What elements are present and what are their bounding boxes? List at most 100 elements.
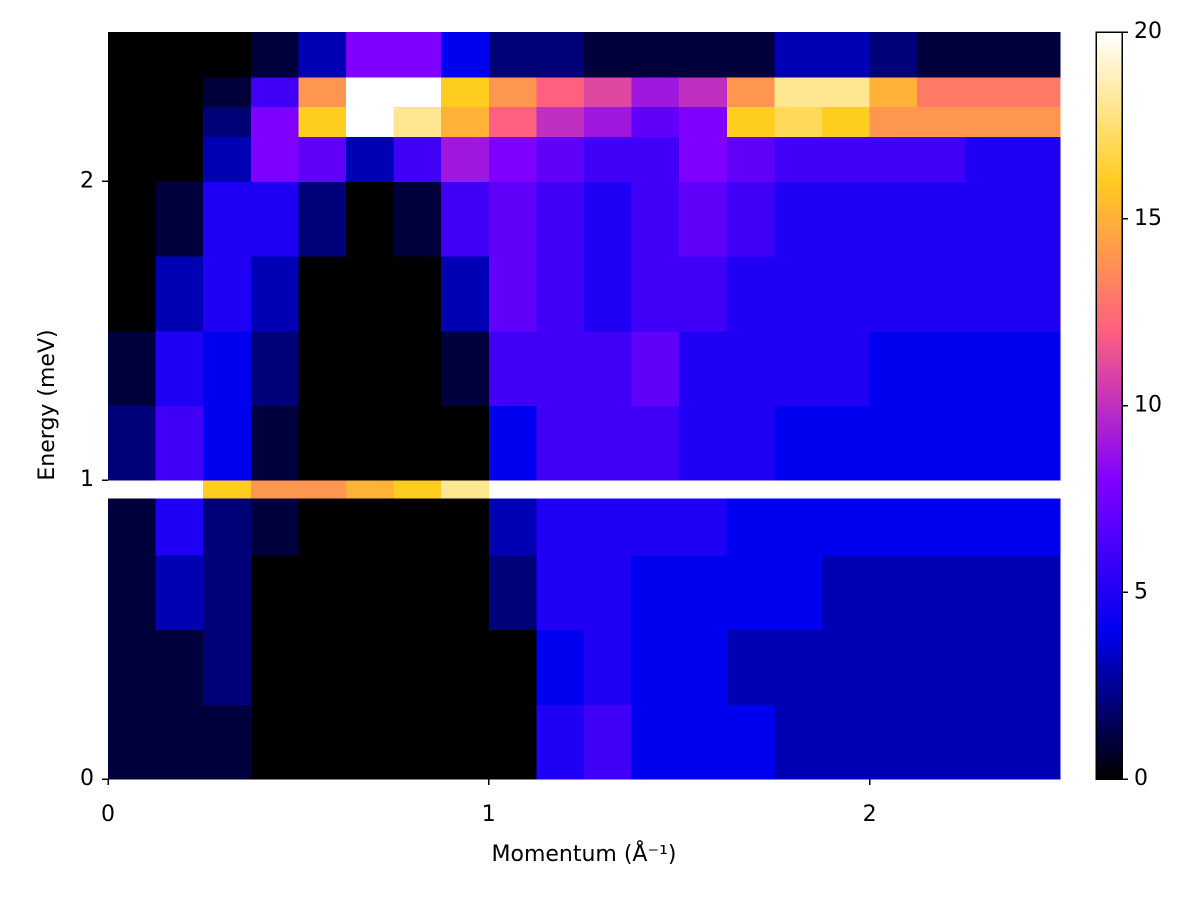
heatmap-cell (393, 256, 442, 332)
heatmap-cell (108, 136, 157, 182)
heatmap-cell (726, 106, 775, 138)
heatmap-cell (488, 704, 537, 780)
y-tick-label: 1 (80, 467, 94, 492)
heatmap-cell (869, 330, 918, 406)
heatmap-cell (488, 405, 537, 481)
heatmap-cell (298, 256, 347, 332)
heatmap-cell (869, 76, 918, 108)
heatmap-cell (203, 704, 252, 780)
heatmap-cell (536, 629, 585, 705)
heatmap-cell (679, 136, 728, 182)
heatmap-cell (298, 32, 347, 78)
heatmap-cell (822, 704, 871, 780)
heatmap-cell (536, 405, 585, 481)
heatmap-cell (869, 629, 918, 705)
heatmap-cell (822, 405, 871, 481)
heatmap-cell (584, 480, 633, 499)
heatmap-cell (584, 405, 633, 481)
heatmap-cell (869, 498, 918, 556)
heatmap-cell (1012, 32, 1061, 78)
heatmap-cell (822, 629, 871, 705)
heatmap-cell (155, 480, 204, 499)
heatmap-cell (774, 405, 823, 481)
heatmap-cell (679, 629, 728, 705)
heatmap-cell (964, 498, 1013, 556)
heatmap-cell (393, 405, 442, 481)
heatmap-cell (1012, 629, 1061, 705)
heatmap-cell (346, 480, 395, 499)
heatmap-cell (584, 554, 633, 631)
heatmap-cell (1012, 256, 1061, 332)
heatmap-cell (108, 106, 157, 138)
heatmap-cell (155, 32, 204, 78)
heatmap-cell (108, 256, 157, 332)
heatmap-cell (108, 330, 157, 406)
heatmap-cell (631, 629, 680, 705)
heatmap-cell (441, 256, 490, 332)
heatmap-cell (108, 498, 157, 556)
x-tick-label: 0 (101, 802, 115, 827)
heatmap-cell (631, 330, 680, 406)
heatmap-cell (917, 106, 966, 138)
heatmap-cell (393, 136, 442, 182)
heatmap-cell (631, 181, 680, 257)
heatmap-cell (536, 330, 585, 406)
heatmap-cell (536, 704, 585, 780)
heatmap-cell (155, 704, 204, 780)
heatmap-cell (869, 554, 918, 631)
heatmap-cell (1012, 106, 1061, 138)
heatmap-cell (155, 256, 204, 332)
heatmap-cell (488, 498, 537, 556)
heatmap-cell (298, 629, 347, 705)
heatmap-cell (726, 704, 775, 780)
heatmap-cell (441, 136, 490, 182)
heatmap-cell (726, 32, 775, 78)
heatmap-cell (298, 480, 347, 499)
heatmap-cell (250, 629, 299, 705)
heatmap-cell (964, 106, 1013, 138)
heatmap-cell (250, 498, 299, 556)
colorbar-tick-label: 20 (1134, 19, 1162, 44)
x-tick-label: 1 (482, 802, 496, 827)
heatmap-cell (393, 106, 442, 138)
heatmap-cell (298, 330, 347, 406)
heatmap-cell (822, 330, 871, 406)
heatmap-cell (536, 554, 585, 631)
heatmap-cell (441, 405, 490, 481)
heatmap-cell (631, 76, 680, 108)
heatmap-cell (298, 405, 347, 481)
heatmap-cell (584, 136, 633, 182)
heatmap-cell (726, 76, 775, 108)
heatmap-cell (203, 32, 252, 78)
heatmap-cell (536, 181, 585, 257)
heatmap-cell (679, 498, 728, 556)
heatmap-cell (203, 480, 252, 499)
heatmap-cell (346, 136, 395, 182)
heatmap-cell (869, 480, 918, 499)
heatmap-cell (393, 76, 442, 108)
heatmap-cell (964, 405, 1013, 481)
heatmap-cell (346, 554, 395, 631)
heatmap-cell (250, 256, 299, 332)
heatmap-cell (536, 32, 585, 78)
heatmap-cell (869, 32, 918, 78)
heatmap-cell (774, 76, 823, 108)
heatmap-cell (441, 76, 490, 108)
heatmap-cell (774, 256, 823, 332)
heatmap-cell (631, 136, 680, 182)
heatmap-cell (346, 32, 395, 78)
heatmap-cell (584, 106, 633, 138)
heatmap-cell (917, 554, 966, 631)
heatmap-cell (679, 554, 728, 631)
heatmap-cell (346, 498, 395, 556)
heatmap-cell (917, 629, 966, 705)
heatmap-cell (203, 498, 252, 556)
heatmap-cell (155, 629, 204, 705)
heatmap-cell (1012, 76, 1061, 108)
heatmap-cell (108, 76, 157, 108)
heatmap-cell (203, 629, 252, 705)
heatmap-cell (441, 629, 490, 705)
heatmap-cell (298, 76, 347, 108)
heatmap-cell (393, 704, 442, 780)
